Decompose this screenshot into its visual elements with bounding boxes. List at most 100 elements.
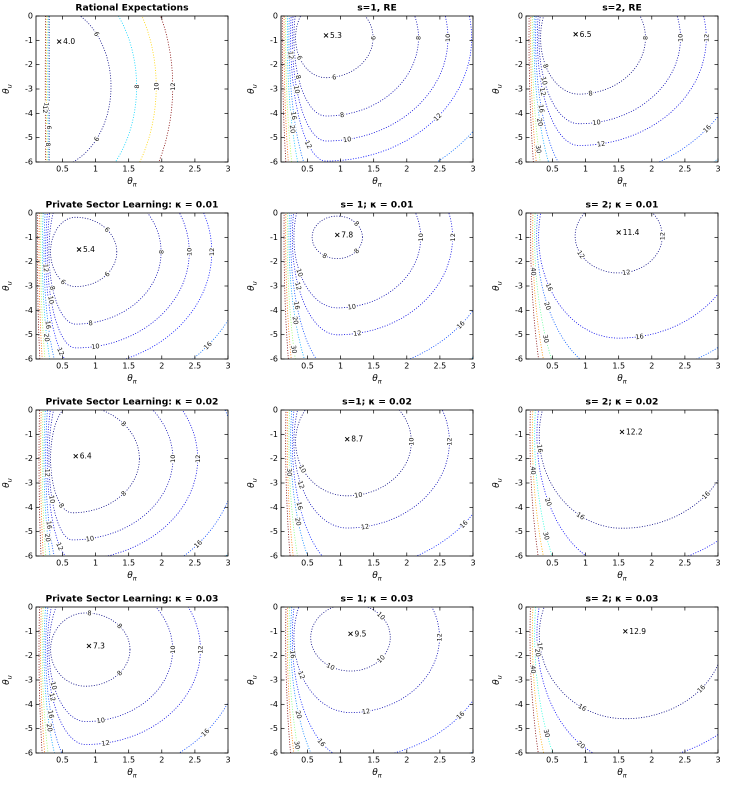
contour-label: 8 — [415, 36, 423, 40]
contour-label: 40 — [529, 466, 537, 475]
y-tick-label: -6 — [270, 749, 278, 758]
contour-label: 20 — [43, 533, 52, 542]
y-tick-label: -3 — [270, 676, 278, 685]
x-tick-label: 1 — [583, 559, 588, 568]
contour-label: 16 — [635, 332, 644, 341]
plot-area — [281, 410, 473, 556]
minimum-marker: 5.3 — [323, 30, 343, 41]
contour-line-40 — [286, 410, 294, 556]
y-tick-label: -4 — [270, 306, 278, 315]
contour-label: 20 — [291, 316, 300, 326]
x-tick-label: 1 — [583, 756, 588, 765]
y-tick-label: -4 — [515, 109, 523, 118]
y-tick-label: -4 — [515, 700, 523, 709]
y-tick-label: -3 — [515, 85, 523, 94]
y-tick-label: -2 — [25, 60, 33, 69]
y-tick-label: -1 — [270, 36, 278, 45]
x-axis-label: θπ — [617, 768, 627, 780]
svg-text:θu: θu — [492, 281, 504, 291]
svg-text:θu: θu — [492, 84, 504, 94]
contour-label: 12 — [360, 522, 369, 531]
contour-label: 40 — [529, 267, 537, 276]
contour-label: 10 — [354, 491, 363, 500]
x-tick-label: 3 — [715, 362, 720, 371]
y-tick-label: -2 — [270, 257, 278, 266]
plot-area — [526, 410, 718, 556]
contour-line-8 — [50, 410, 140, 514]
x-tick-label: 1 — [338, 165, 343, 174]
y-tick-label: -3 — [270, 479, 278, 488]
contour-line-12 — [44, 16, 174, 162]
plot-title: s=2, RE — [602, 3, 642, 14]
y-tick-label: -3 — [270, 282, 278, 291]
minimum-value-label: 11.4 — [623, 228, 640, 237]
minimum-value-label: 12.9 — [629, 627, 646, 636]
x-tick-label: 2 — [159, 362, 164, 371]
contour-label: 30 — [292, 740, 301, 749]
y-tick-label: 0 — [518, 12, 523, 21]
axis-ticks: 0.5 1 1.5 2 2.5 30-1-2-3-4-5-6 — [515, 209, 721, 371]
contour-label: 8 — [88, 319, 93, 327]
contour-label: 12 — [361, 707, 370, 716]
contour-label: 12 — [446, 437, 454, 445]
contour-label: 12 — [287, 51, 295, 60]
plot-area — [36, 16, 228, 162]
x-tick-label: 3 — [715, 165, 720, 174]
x-tick-label: 1 — [583, 362, 588, 371]
x-axis-label: θπ — [127, 571, 137, 583]
axis-ticks: 0.5 1 1.5 2 2.5 30-1-2-3-4-5-6 — [270, 603, 476, 765]
subplot-7: Private Sector Learning: κ = 0.02 8 8 8 10 10… — [0, 394, 245, 591]
contour-label: 12 — [353, 329, 362, 338]
y-tick-label: -4 — [25, 503, 33, 512]
contour-line-30 — [531, 16, 541, 162]
x-tick-label: 2 — [649, 362, 654, 371]
svg-text:θu: θu — [247, 478, 259, 488]
contour-label: 16 — [288, 650, 297, 659]
contour-label: 10 — [153, 82, 161, 90]
y-tick-label: -3 — [25, 85, 33, 94]
y-tick-label: -6 — [25, 552, 33, 561]
contour-line-30 — [41, 410, 47, 556]
subplot-9: s= 2; κ = 0.02 16 16 16 20 30 40 0.5 1 1.5 2 2.5 3 0-… — [490, 394, 735, 591]
x-tick-label: 3 — [470, 756, 475, 765]
y-tick-label: -1 — [25, 233, 33, 242]
contour-line-50 — [529, 607, 539, 753]
plot-title: s= 2; κ = 0.01 — [586, 200, 659, 211]
svg-text:θu: θu — [492, 675, 504, 685]
plot-title: s= 1; κ = 0.01 — [341, 200, 414, 211]
x-axis-label: θπ — [127, 177, 137, 189]
contour-label: 16 — [46, 709, 55, 719]
x-tick-label: 2 — [649, 756, 654, 765]
contour-line-8 — [540, 16, 646, 95]
axis-ticks: 0.5 1 1.5 2 2.5 30-1-2-3-4-5-6 — [515, 603, 721, 765]
y-tick-label: -3 — [25, 479, 33, 488]
minimum-marker: 7.3 — [86, 640, 106, 651]
contour-line-12 — [45, 213, 213, 359]
y-tick-label: -4 — [515, 306, 523, 315]
contour-line-50 — [36, 213, 41, 359]
svg-text:θu: θu — [2, 84, 14, 94]
x-tick-label: 2.5 — [434, 559, 447, 568]
x-tick-label: 3 — [715, 756, 720, 765]
y-tick-label: -4 — [270, 503, 278, 512]
contour-label: 16 — [44, 320, 53, 329]
contour-label: 12 — [622, 268, 631, 277]
contour-plot: Private Sector Learning: κ = 0.028881010… — [2, 397, 231, 583]
x-tick-label: 1 — [338, 362, 343, 371]
x-tick-label: 1.5 — [612, 165, 625, 174]
plot-area — [36, 607, 228, 753]
minimum-value-label: 6.5 — [580, 30, 592, 39]
x-axis-label: θπ — [372, 374, 382, 386]
axis-ticks: 0.5 1 1.5 2 2.5 30-1-2-3-4-5-6 — [25, 406, 231, 568]
contour-label: 12 — [41, 105, 49, 113]
x-tick-label: 2.5 — [189, 165, 202, 174]
contour-label: 12 — [42, 264, 50, 273]
y-tick-label: 0 — [273, 406, 278, 415]
contour-line-12 — [536, 16, 707, 146]
minimum-value-label: 7.8 — [341, 230, 353, 239]
y-tick-label: -6 — [25, 355, 33, 364]
contour-line-10 — [291, 16, 449, 142]
contour-label: 6 — [103, 225, 112, 234]
contour-line-30 — [41, 607, 49, 753]
contour-label: 30 — [541, 334, 551, 344]
